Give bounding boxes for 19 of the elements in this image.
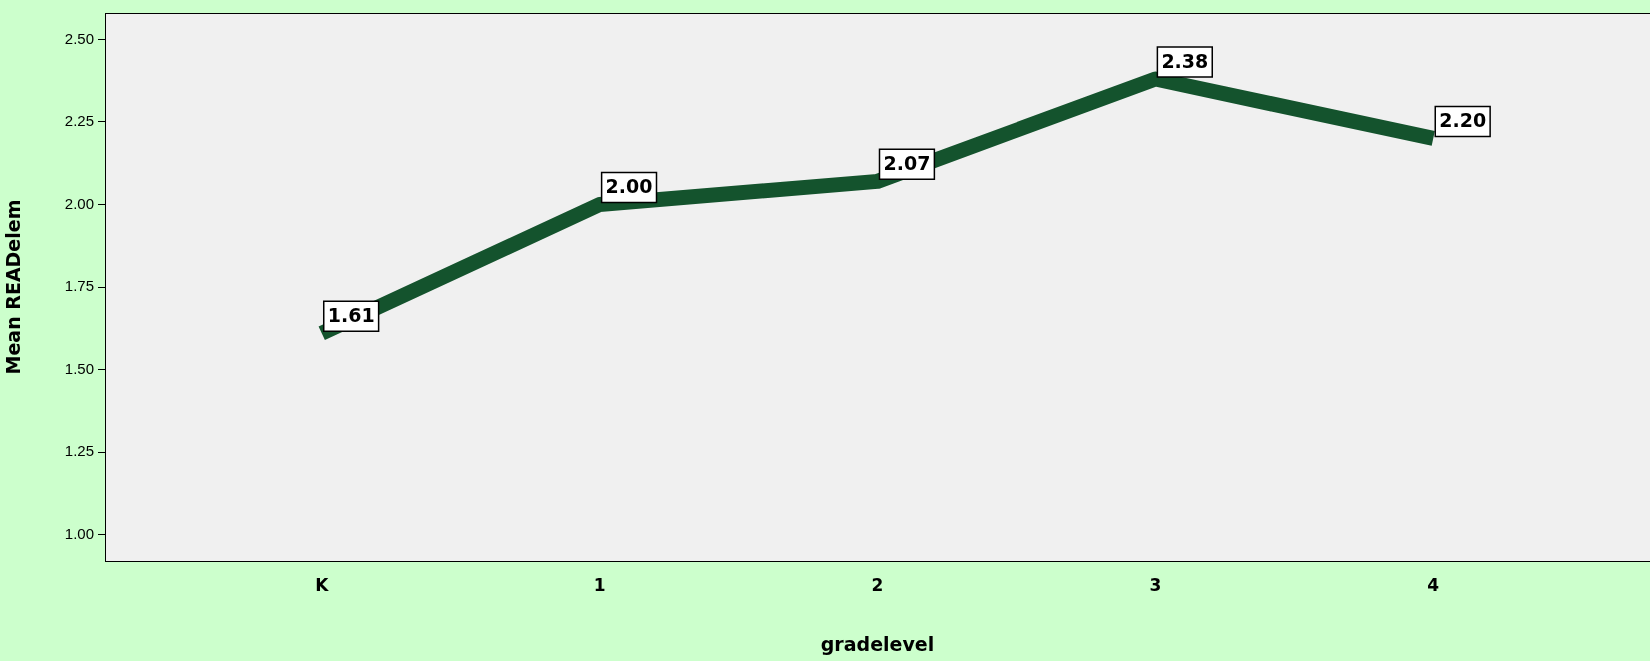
- y-tick-label: 2.25: [64, 112, 94, 130]
- x-tick-label: K: [315, 574, 330, 595]
- y-tick-label: 1.25: [64, 442, 94, 460]
- data-label: 1.61: [327, 304, 375, 327]
- data-label: 2.07: [883, 152, 931, 175]
- x-tick-label: 4: [1427, 574, 1440, 595]
- y-tick-label: 1.50: [64, 359, 94, 377]
- x-axis-title: gradelevel: [820, 632, 935, 655]
- x-tick-label: 1: [593, 574, 606, 595]
- y-axis-title: Mean READelem: [2, 199, 25, 375]
- x-tick-label: 3: [1149, 574, 1162, 595]
- y-tick-label: 2.50: [64, 29, 94, 47]
- y-tick-label: 1.00: [64, 524, 94, 542]
- y-tick-label: 1.75: [64, 277, 94, 295]
- x-tick-label: 2: [871, 574, 884, 595]
- data-label: 2.38: [1161, 49, 1209, 72]
- data-label: 2.20: [1439, 109, 1487, 132]
- y-tick-label: 2.00: [64, 194, 94, 212]
- data-label: 2.00: [605, 175, 653, 198]
